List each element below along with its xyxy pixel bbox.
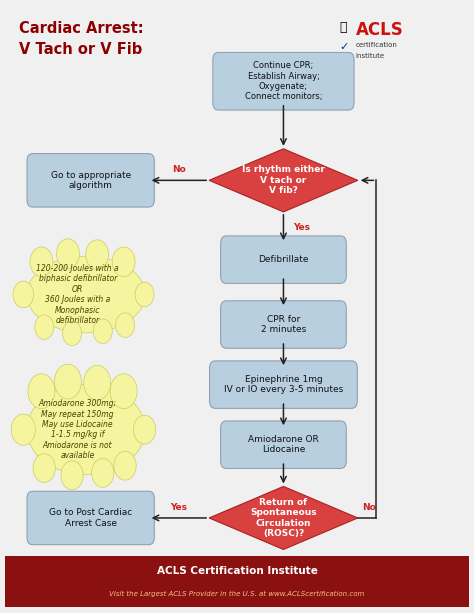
Ellipse shape bbox=[27, 384, 145, 474]
Text: Amiodarone OR
Lidocaine: Amiodarone OR Lidocaine bbox=[248, 435, 319, 454]
Circle shape bbox=[55, 364, 82, 399]
Circle shape bbox=[35, 315, 54, 340]
Text: Go to appropriate
algorithm: Go to appropriate algorithm bbox=[51, 170, 131, 190]
Polygon shape bbox=[209, 149, 358, 212]
Text: Go to Post Cardiac
Arrest Case: Go to Post Cardiac Arrest Case bbox=[49, 508, 132, 528]
Circle shape bbox=[116, 313, 135, 337]
FancyBboxPatch shape bbox=[5, 556, 469, 607]
Circle shape bbox=[33, 454, 55, 482]
Circle shape bbox=[114, 451, 136, 480]
Circle shape bbox=[135, 282, 154, 306]
Text: ACLS Certification Institute: ACLS Certification Institute bbox=[156, 566, 318, 576]
Circle shape bbox=[110, 374, 137, 409]
Circle shape bbox=[86, 240, 109, 270]
Circle shape bbox=[30, 247, 53, 276]
Text: Visit the Largest ACLS Provider in the U.S. at www.ACLScertification.com: Visit the Largest ACLS Provider in the U… bbox=[109, 590, 365, 596]
FancyBboxPatch shape bbox=[27, 154, 155, 207]
FancyBboxPatch shape bbox=[221, 421, 346, 468]
Circle shape bbox=[11, 414, 36, 445]
Text: 🔥: 🔥 bbox=[339, 21, 346, 34]
Text: Yes: Yes bbox=[293, 223, 310, 232]
Text: CPR for
2 minutes: CPR for 2 minutes bbox=[261, 315, 306, 334]
Circle shape bbox=[93, 319, 112, 343]
Circle shape bbox=[28, 374, 55, 409]
FancyBboxPatch shape bbox=[221, 301, 346, 348]
Text: V Tach or V Fib: V Tach or V Fib bbox=[18, 42, 142, 57]
Text: Is rhythm either
V tach or
V fib?: Is rhythm either V tach or V fib? bbox=[242, 166, 325, 196]
FancyBboxPatch shape bbox=[221, 236, 346, 283]
Polygon shape bbox=[209, 487, 358, 549]
Text: No: No bbox=[363, 503, 376, 512]
FancyBboxPatch shape bbox=[27, 491, 155, 545]
Circle shape bbox=[112, 247, 135, 276]
FancyBboxPatch shape bbox=[213, 52, 354, 110]
Circle shape bbox=[63, 321, 82, 346]
Text: Continue CPR;
Establish Airway;
Oxygenate;
Connect monitors;: Continue CPR; Establish Airway; Oxygenat… bbox=[245, 61, 322, 101]
Circle shape bbox=[84, 365, 110, 400]
Text: Yes: Yes bbox=[171, 503, 187, 512]
Circle shape bbox=[91, 459, 114, 487]
Text: Epinephrine 1mg
IV or IO every 3-5 minutes: Epinephrine 1mg IV or IO every 3-5 minut… bbox=[224, 375, 343, 394]
Text: Cardiac Arrest:: Cardiac Arrest: bbox=[18, 21, 143, 36]
FancyBboxPatch shape bbox=[210, 361, 357, 408]
Circle shape bbox=[133, 415, 155, 444]
Text: Amiodarone 300mg;
May repeat 150mg
May use Lidocaine
1-1.5 mg/kg if
Amiodarone i: Amiodarone 300mg; May repeat 150mg May u… bbox=[38, 399, 117, 460]
Circle shape bbox=[61, 461, 83, 490]
Text: Return of
Spontaneous
Circulation
(ROSC)?: Return of Spontaneous Circulation (ROSC)… bbox=[250, 498, 317, 538]
Text: ✓: ✓ bbox=[339, 42, 348, 52]
Text: 120-200 Joules with a
biphasic defibrillator
OR
360 Joules with a
Monophasic
def: 120-200 Joules with a biphasic defibrill… bbox=[36, 264, 119, 325]
Text: ACLS: ACLS bbox=[356, 21, 403, 39]
Circle shape bbox=[56, 239, 79, 268]
Circle shape bbox=[13, 281, 34, 308]
Ellipse shape bbox=[27, 256, 145, 333]
Text: certification: certification bbox=[356, 42, 397, 48]
Text: institute: institute bbox=[356, 53, 384, 59]
Text: No: No bbox=[172, 165, 186, 174]
Text: Defibrillate: Defibrillate bbox=[258, 255, 309, 264]
